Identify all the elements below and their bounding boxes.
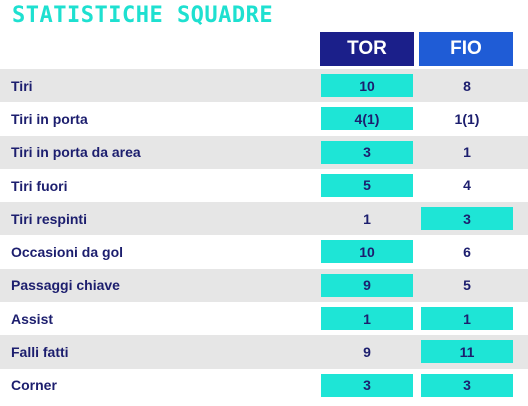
stat-label: Tiri fuori [11, 177, 68, 194]
away-value: 11 [421, 340, 513, 364]
stat-row: Tiri in porta da area 3 1 [0, 135, 528, 169]
stat-row: Falli fatti 9 11 [0, 335, 528, 369]
team-header-home: TOR [320, 32, 414, 66]
away-value: 3 [421, 207, 513, 231]
away-value: 1 [463, 144, 471, 161]
stat-row: Tiri 10 8 [0, 69, 528, 103]
home-value: 4(1) [321, 107, 413, 131]
away-value: 5 [463, 277, 471, 294]
stats-table: Tiri 10 8 Tiri in porta 4(1) 1(1) Tiri i… [0, 69, 528, 402]
away-value: 8 [463, 77, 471, 94]
away-value: 3 [421, 373, 513, 397]
away-value: 1(1) [454, 110, 480, 127]
away-value: 1 [421, 307, 513, 331]
away-value: 6 [463, 243, 471, 260]
stat-label: Assist [11, 310, 54, 327]
stat-label: Tiri in porta da area [11, 144, 141, 161]
stat-label: Occasioni da gol [11, 244, 124, 261]
home-value: 1 [363, 210, 371, 227]
stat-row: Tiri respinti 1 3 [0, 202, 528, 236]
home-value: 1 [321, 307, 413, 331]
team-header-away: FIO [419, 32, 513, 66]
stat-row: Tiri in porta 4(1) 1(1) [0, 102, 528, 136]
stat-row: Tiri fuori 5 4 [0, 168, 528, 203]
home-value: 10 [321, 240, 413, 264]
home-value: 9 [363, 343, 371, 360]
home-value: 3 [321, 140, 413, 164]
stat-row: Assist 1 1 [0, 302, 528, 336]
stat-label: Tiri respinti [11, 210, 87, 227]
page-title: STATISTICHE SQUADRE [12, 3, 274, 28]
stat-row: Occasioni da gol 10 6 [0, 235, 528, 269]
stat-label: Tiri in porta [11, 110, 88, 127]
stat-label: Corner [11, 377, 57, 394]
home-value: 10 [321, 74, 413, 97]
stat-label: Passaggi chiave [11, 277, 120, 294]
home-value: 3 [321, 373, 413, 397]
stat-row: Passaggi chiave 9 5 [0, 268, 528, 303]
home-value: 5 [321, 173, 413, 197]
stat-row: Corner 3 3 [0, 368, 528, 402]
stat-label: Tiri [11, 77, 33, 94]
away-value: 4 [463, 177, 471, 194]
home-value: 9 [321, 273, 413, 297]
stat-label: Falli fatti [11, 344, 69, 361]
